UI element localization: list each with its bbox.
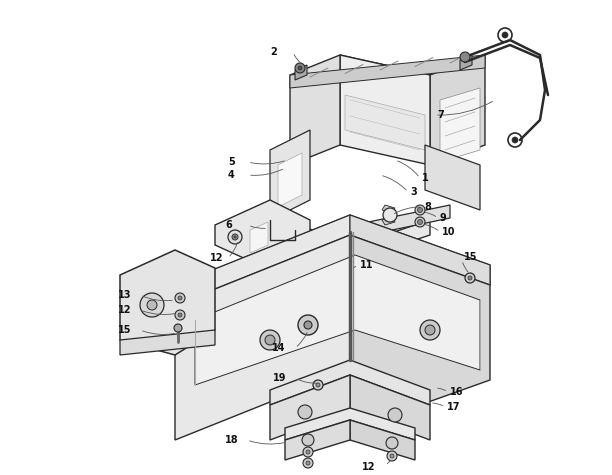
Text: 8: 8: [424, 202, 431, 212]
Polygon shape: [350, 235, 490, 430]
Circle shape: [260, 330, 280, 350]
Polygon shape: [440, 88, 480, 162]
Polygon shape: [175, 215, 490, 305]
Circle shape: [147, 300, 157, 310]
Polygon shape: [285, 408, 415, 440]
Circle shape: [512, 137, 518, 143]
Text: 12: 12: [118, 305, 132, 315]
Circle shape: [298, 315, 318, 335]
Circle shape: [234, 236, 236, 238]
Circle shape: [303, 458, 313, 468]
Circle shape: [502, 32, 508, 38]
Circle shape: [425, 325, 435, 335]
Polygon shape: [382, 205, 395, 213]
Polygon shape: [278, 153, 302, 207]
Circle shape: [313, 380, 323, 390]
Circle shape: [265, 335, 275, 345]
Circle shape: [304, 321, 312, 329]
Polygon shape: [270, 360, 430, 405]
Text: 10: 10: [442, 227, 455, 237]
Circle shape: [383, 208, 397, 222]
Polygon shape: [175, 235, 350, 440]
Polygon shape: [350, 215, 490, 285]
Circle shape: [302, 434, 314, 446]
Polygon shape: [120, 330, 215, 355]
Polygon shape: [330, 205, 450, 243]
Polygon shape: [270, 215, 430, 260]
Text: 14: 14: [272, 343, 286, 353]
Text: 4: 4: [228, 170, 235, 180]
Polygon shape: [350, 420, 415, 460]
Polygon shape: [290, 55, 485, 88]
Text: 12: 12: [362, 462, 376, 472]
Polygon shape: [290, 55, 340, 165]
Circle shape: [174, 324, 182, 332]
Circle shape: [417, 208, 422, 212]
Circle shape: [178, 296, 182, 300]
Text: 17: 17: [447, 402, 460, 412]
Circle shape: [415, 217, 425, 227]
Polygon shape: [120, 250, 215, 355]
Circle shape: [417, 219, 422, 225]
Circle shape: [468, 276, 472, 280]
Text: 13: 13: [118, 290, 132, 300]
Text: 19: 19: [273, 373, 286, 383]
Polygon shape: [295, 65, 307, 80]
Polygon shape: [250, 222, 268, 253]
Polygon shape: [430, 55, 485, 165]
Polygon shape: [215, 200, 310, 270]
Polygon shape: [344, 224, 359, 239]
Text: 1: 1: [422, 173, 429, 183]
Polygon shape: [285, 420, 350, 460]
Circle shape: [228, 230, 242, 244]
Circle shape: [232, 234, 238, 240]
Polygon shape: [340, 55, 430, 165]
Circle shape: [386, 437, 398, 449]
Circle shape: [175, 293, 185, 303]
Polygon shape: [350, 375, 430, 440]
Circle shape: [303, 447, 313, 457]
Circle shape: [306, 450, 310, 454]
Circle shape: [298, 405, 312, 419]
Polygon shape: [175, 215, 350, 305]
Circle shape: [387, 451, 397, 461]
Circle shape: [140, 293, 164, 317]
Circle shape: [465, 273, 475, 283]
Text: 16: 16: [450, 387, 463, 397]
Polygon shape: [270, 130, 310, 220]
Circle shape: [460, 52, 470, 62]
Text: 18: 18: [225, 435, 239, 445]
Circle shape: [316, 383, 320, 387]
Polygon shape: [382, 217, 395, 225]
Circle shape: [175, 310, 185, 320]
Text: 6: 6: [225, 220, 232, 230]
Text: 5: 5: [228, 157, 235, 167]
Circle shape: [306, 461, 310, 465]
Text: 12: 12: [210, 253, 223, 263]
Polygon shape: [340, 55, 430, 92]
Text: 2: 2: [270, 47, 277, 57]
Circle shape: [415, 205, 425, 215]
Polygon shape: [195, 255, 480, 385]
Polygon shape: [344, 354, 359, 372]
Text: 3: 3: [410, 187, 417, 197]
Text: 7: 7: [437, 110, 444, 120]
Text: 11: 11: [360, 260, 373, 270]
Text: 15: 15: [464, 252, 477, 262]
Text: 15: 15: [118, 325, 132, 335]
Polygon shape: [425, 145, 480, 210]
Polygon shape: [270, 375, 350, 440]
Circle shape: [420, 320, 440, 340]
Polygon shape: [345, 95, 425, 150]
Circle shape: [390, 454, 394, 458]
Polygon shape: [460, 55, 472, 70]
Circle shape: [388, 408, 402, 422]
Circle shape: [178, 313, 182, 317]
Circle shape: [295, 63, 305, 73]
Text: 9: 9: [440, 213, 447, 223]
Circle shape: [298, 66, 302, 70]
